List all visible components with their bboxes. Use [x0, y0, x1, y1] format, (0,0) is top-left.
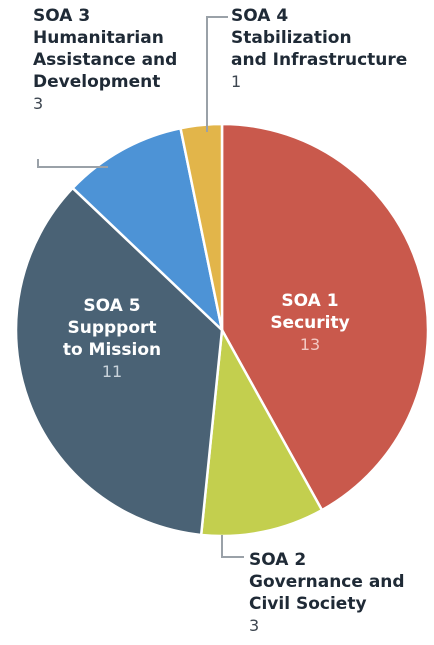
slice-label-line: Governance and — [249, 572, 405, 592]
slice-label-line: SOA 3 — [33, 6, 90, 26]
slice-label-soa3: SOA 3 Humanitarian Assistance and Developme… — [33, 6, 177, 113]
slice-label-line: Assistance and — [33, 50, 177, 70]
slice-value-soa1: 13 — [300, 335, 320, 354]
slice-value-soa4: 1 — [231, 72, 241, 91]
slice-value-soa2: 3 — [249, 616, 259, 635]
pie-slice-soa4 — [179, 122, 224, 332]
slice-label-line: and Infrastructure — [231, 50, 407, 70]
slice-value-soa3: 3 — [33, 94, 43, 113]
slice-label-line: Suppport — [67, 318, 156, 338]
slice-label-line: SOA 2 — [249, 550, 306, 570]
leader-line-soa2 — [221, 535, 244, 558]
pie-slice-soa5 — [14, 186, 224, 537]
slice-value-soa5: 11 — [102, 362, 122, 381]
pie-slice-soa3 — [71, 126, 224, 332]
slice-label-soa2: SOA 2 Governance and Civil Society 3 — [249, 550, 405, 635]
pie-slices — [14, 122, 430, 538]
slice-label-line: Security — [270, 313, 349, 333]
slice-label-line: Stabilization — [231, 28, 352, 48]
slice-label-line: SOA 4 — [231, 6, 288, 26]
slice-label-soa5: SOA 5 Suppport to Mission 11 — [63, 296, 161, 381]
leader-line-soa4 — [206, 16, 228, 132]
slice-label-line: SOA 1 — [281, 291, 338, 311]
slice-label-line: SOA 5 — [83, 296, 140, 316]
slice-label-line: Humanitarian — [33, 28, 164, 48]
leader-line-soa3 — [37, 159, 108, 168]
slice-label-soa4: SOA 4 Stabilization and Infrastructure 1 — [231, 6, 407, 91]
slice-label-line: Civil Society — [249, 594, 367, 614]
slice-label-line: Development — [33, 72, 160, 92]
pie-slice-soa2 — [199, 328, 324, 538]
pie-slice-soa1 — [220, 122, 430, 512]
slice-label-line: to Mission — [63, 340, 161, 360]
slice-label-soa1: SOA 1 Security 13 — [270, 291, 349, 354]
